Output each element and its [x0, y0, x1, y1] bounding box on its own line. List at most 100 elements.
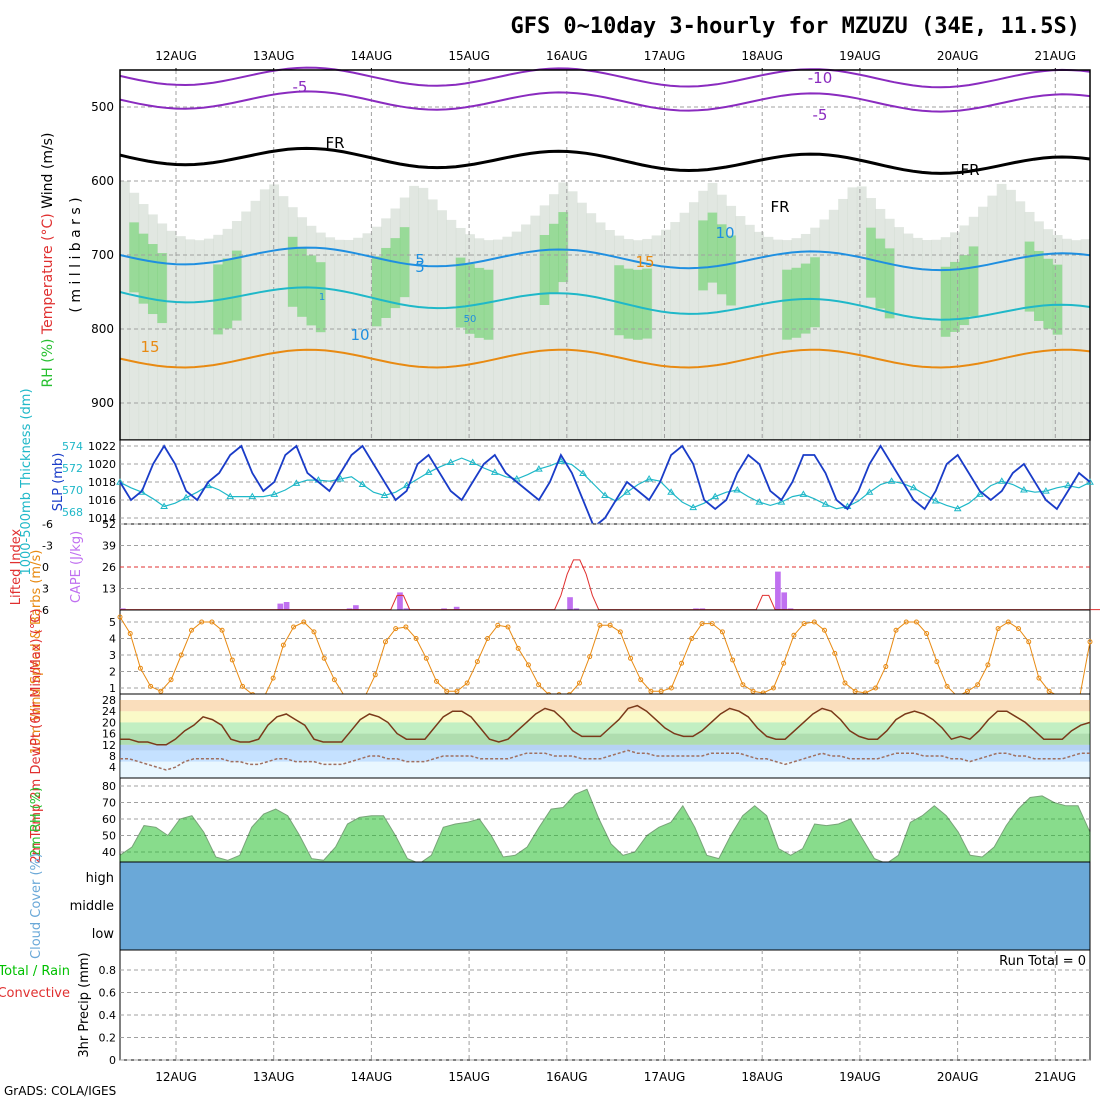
- temp-line: [120, 704, 1091, 746]
- y-tick-wind: 3: [109, 649, 116, 662]
- x-tick-bottom: 13AUG: [253, 1070, 295, 1084]
- wind-speed-point: [750, 688, 756, 694]
- rh-shade: [241, 211, 252, 440]
- cape-bar: [353, 605, 359, 610]
- contour-label: 50: [464, 314, 477, 325]
- cloud-level-label: high: [86, 871, 114, 886]
- wind-speed-point: [934, 659, 940, 665]
- rh-shade: [660, 229, 671, 440]
- thickness-point: [623, 488, 631, 495]
- upper-air-ylabel-part: RH (%): [40, 334, 56, 387]
- x-tick-top: 13AUG: [253, 49, 295, 63]
- contour-label: FR: [325, 134, 344, 152]
- contour-label: 10: [350, 326, 369, 344]
- li-ylabel: Lifted Index: [9, 528, 24, 605]
- y-tick-pressure: 800: [91, 322, 114, 336]
- cloud-level-label: low: [92, 927, 115, 942]
- y-tick-slp: 1014: [88, 512, 116, 525]
- rh-shade: [847, 187, 858, 440]
- wind-speed-point: [597, 622, 603, 628]
- rh-shade: [698, 190, 709, 440]
- y-tick-thickness: 568: [62, 506, 83, 519]
- rh-shade: [1015, 201, 1026, 440]
- wind-speed-point: [883, 664, 889, 670]
- x-tick-bottom: 12AUG: [155, 1070, 197, 1084]
- thickness-point: [821, 500, 830, 507]
- rh-shade: [157, 223, 168, 440]
- rh-shade: [716, 194, 727, 440]
- rh-shade: [940, 237, 951, 440]
- wind-speed-point: [975, 682, 981, 688]
- rh-shade-high: [549, 223, 559, 294]
- rh-shade: [371, 226, 382, 440]
- x-tick-top: 18AUG: [741, 49, 783, 63]
- thickness-point: [645, 475, 653, 482]
- rh-shade: [856, 186, 867, 440]
- rh-shade: [800, 233, 811, 440]
- thickness-ylabel: 1000-500mb Thickness (dm): [19, 388, 34, 575]
- wind-speed-point: [638, 677, 644, 683]
- rh-shade: [175, 236, 186, 440]
- rh-shade: [558, 182, 569, 440]
- thickness-point: [755, 498, 764, 505]
- footer-credit: GrADS: COLA/IGES: [4, 1084, 116, 1098]
- y-tick-li: 3: [42, 583, 49, 596]
- wind-speed-point: [474, 659, 480, 665]
- rh-shade: [828, 209, 839, 440]
- rh-shade-high: [465, 263, 475, 334]
- rh-shade: [203, 238, 214, 440]
- panel-precip-frame: [119, 949, 1091, 1061]
- thickness-point: [116, 478, 124, 485]
- wind-speed-point: [515, 645, 521, 651]
- dewpt-line: [120, 749, 1090, 771]
- slp-ylabel: SLP (mb): [51, 453, 66, 512]
- y-tick-rh: 60: [102, 813, 116, 826]
- x-tick-bottom: 15AUG: [448, 1070, 490, 1084]
- temp-band: [120, 711, 1090, 723]
- rh-shade: [912, 237, 923, 440]
- wind-speed-point: [576, 680, 582, 686]
- wind-speed-point: [944, 683, 950, 689]
- cape-ylabel: CAPE (J/kg): [69, 531, 84, 603]
- thickness-point: [292, 479, 301, 486]
- rh-shade-high: [642, 268, 653, 339]
- rh-shade: [744, 224, 755, 440]
- wind-speed-point: [628, 655, 634, 661]
- rh-shade: [866, 198, 876, 440]
- rh-shade: [931, 239, 942, 440]
- wind-speed-point: [1046, 688, 1052, 694]
- rh-shade: [231, 220, 242, 440]
- wind-speed-point: [240, 683, 246, 689]
- y-tick-thickness: 574: [62, 440, 83, 453]
- wind-speed-point: [413, 636, 419, 641]
- rh-shade-high: [707, 212, 718, 283]
- y-tick-pressure: 700: [91, 248, 114, 262]
- y-tick-slp: 1022: [88, 440, 116, 453]
- cape-bar: [277, 603, 284, 610]
- rh-shade-high: [614, 265, 625, 336]
- wind-speed-point: [658, 688, 664, 694]
- rh-shade: [493, 239, 503, 440]
- rh-shade: [539, 205, 550, 440]
- wind-speed-point: [740, 682, 746, 688]
- wind-speed-line: [119, 616, 1091, 701]
- thickness-point: [887, 477, 896, 484]
- wind-speed-point: [832, 650, 838, 656]
- precip-conv-label: Convective: [0, 986, 70, 1001]
- wind-speed-point: [485, 636, 491, 641]
- rh-shade: [138, 204, 149, 440]
- thickness-point: [380, 491, 389, 498]
- rh-shade: [595, 222, 606, 440]
- isotherm-line: [119, 286, 1091, 321]
- y-tick-wind: 5: [109, 616, 116, 629]
- wind-speed-point: [791, 632, 797, 638]
- contour-label: FR: [770, 198, 789, 216]
- y-tick-li: 0: [42, 561, 49, 574]
- contour-label: 15: [635, 253, 654, 271]
- rh-shade-high: [884, 248, 895, 319]
- thickness-point: [248, 492, 257, 500]
- wind-speed-point: [219, 627, 225, 633]
- thickness-point: [931, 497, 940, 504]
- rh-shade: [810, 227, 821, 440]
